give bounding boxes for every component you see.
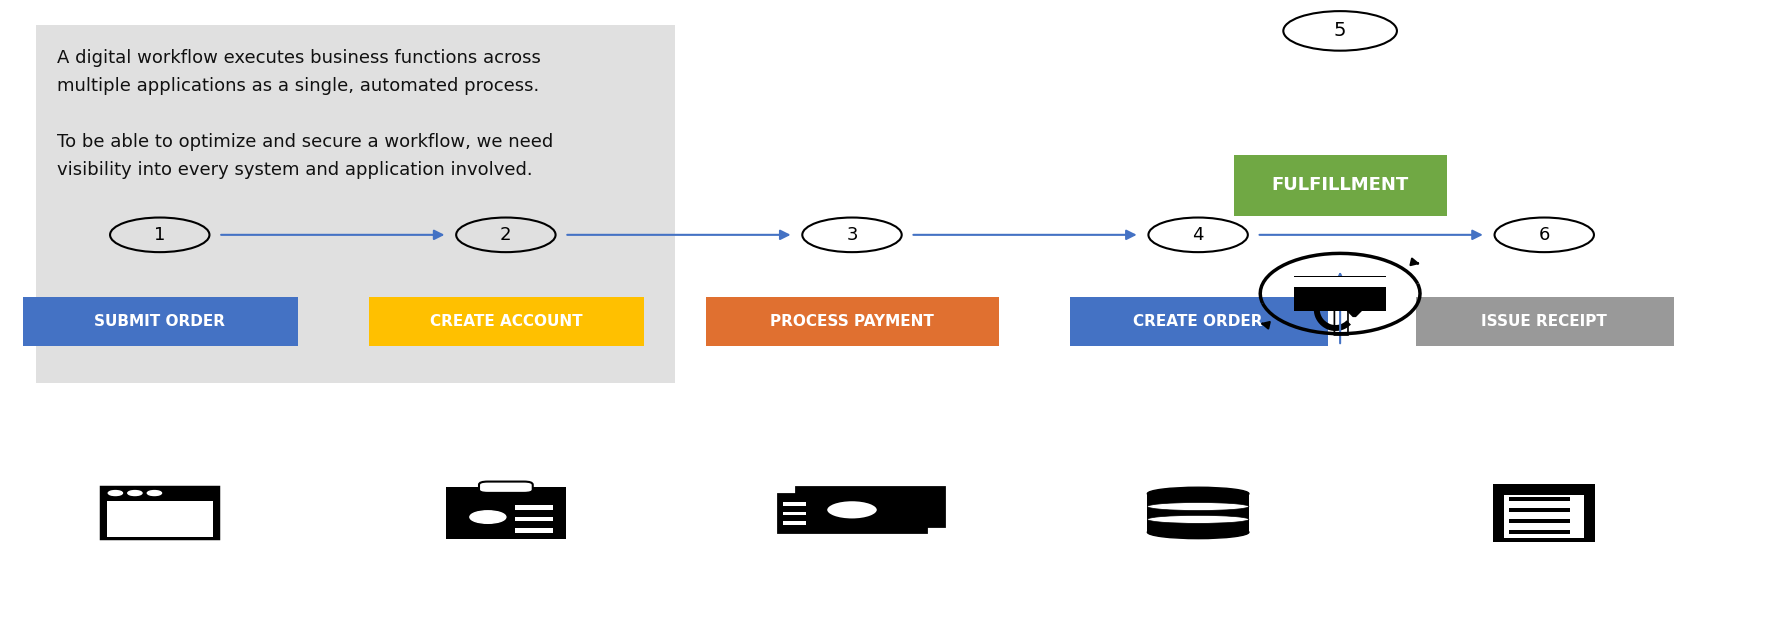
FancyBboxPatch shape	[783, 521, 806, 525]
Text: 5: 5	[1333, 22, 1347, 40]
Ellipse shape	[1147, 502, 1250, 510]
FancyBboxPatch shape	[515, 517, 554, 522]
Text: CREATE ORDER: CREATE ORDER	[1134, 314, 1262, 329]
FancyBboxPatch shape	[1294, 277, 1386, 287]
Text: ISSUE RECEIPT: ISSUE RECEIPT	[1482, 314, 1606, 329]
FancyBboxPatch shape	[1493, 484, 1596, 542]
FancyBboxPatch shape	[706, 297, 999, 346]
FancyBboxPatch shape	[1070, 297, 1328, 346]
FancyBboxPatch shape	[515, 506, 554, 510]
FancyBboxPatch shape	[369, 297, 644, 346]
FancyBboxPatch shape	[1503, 495, 1585, 538]
FancyBboxPatch shape	[101, 488, 218, 499]
Circle shape	[128, 491, 142, 496]
FancyBboxPatch shape	[777, 494, 927, 532]
Text: PROCESS PAYMENT: PROCESS PAYMENT	[770, 314, 934, 329]
FancyBboxPatch shape	[1294, 276, 1386, 311]
FancyBboxPatch shape	[1509, 519, 1571, 523]
FancyBboxPatch shape	[1234, 154, 1447, 216]
FancyBboxPatch shape	[479, 481, 532, 493]
FancyBboxPatch shape	[1416, 297, 1674, 346]
FancyBboxPatch shape	[1147, 494, 1250, 532]
FancyBboxPatch shape	[795, 488, 944, 526]
Text: 3: 3	[847, 226, 857, 244]
FancyBboxPatch shape	[783, 502, 806, 506]
FancyBboxPatch shape	[23, 297, 298, 346]
FancyBboxPatch shape	[783, 512, 806, 515]
FancyBboxPatch shape	[1509, 497, 1571, 501]
FancyBboxPatch shape	[36, 25, 674, 383]
FancyBboxPatch shape	[1509, 530, 1571, 535]
Ellipse shape	[1147, 526, 1250, 539]
Ellipse shape	[825, 500, 879, 520]
Text: A digital workflow executes business functions across
multiple applications as a: A digital workflow executes business fun…	[57, 49, 554, 179]
Circle shape	[147, 491, 162, 496]
Text: FULFILLMENT: FULFILLMENT	[1271, 176, 1409, 195]
Ellipse shape	[1147, 515, 1250, 523]
FancyBboxPatch shape	[1509, 508, 1571, 512]
Text: 1: 1	[154, 226, 165, 244]
Text: 4: 4	[1193, 226, 1203, 244]
Ellipse shape	[1147, 487, 1250, 500]
Text: SUBMIT ORDER: SUBMIT ORDER	[94, 314, 225, 329]
FancyBboxPatch shape	[446, 487, 566, 539]
FancyBboxPatch shape	[515, 528, 554, 533]
Text: ⟳: ⟳	[1310, 281, 1370, 350]
Text: 2: 2	[501, 226, 511, 244]
Circle shape	[108, 491, 122, 496]
Text: 6: 6	[1539, 226, 1550, 244]
Text: CREATE ACCOUNT: CREATE ACCOUNT	[430, 314, 582, 329]
Text: 📦: 📦	[1331, 307, 1349, 336]
FancyBboxPatch shape	[106, 501, 213, 536]
FancyBboxPatch shape	[101, 488, 218, 538]
Circle shape	[470, 511, 506, 523]
